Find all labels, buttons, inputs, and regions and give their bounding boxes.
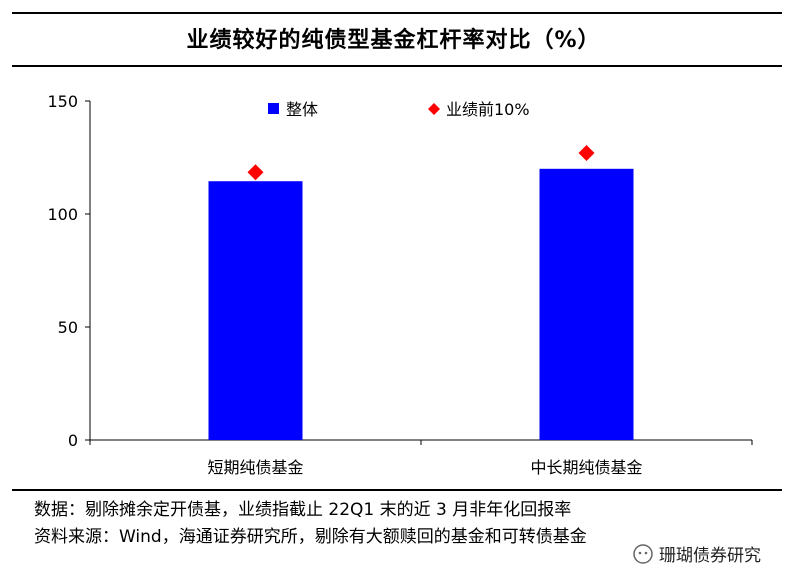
legend-label: 整体 — [286, 100, 318, 119]
x-ticks: 短期纯债基金 中长期纯债基金 — [89, 440, 753, 477]
y-axis: 0 50 100 150 — [47, 92, 91, 450]
bars — [208, 168, 634, 441]
markers — [247, 144, 595, 181]
y-tick-label: 50 — [58, 318, 78, 337]
legend: 整体 业绩前10% — [268, 100, 530, 119]
footer-rule — [12, 489, 782, 491]
legend-label: 业绩前10% — [446, 100, 530, 119]
chart-title: 业绩较好的纯债型基金杠杆率对比（%） — [186, 28, 601, 53]
legend-swatch-diamond — [428, 103, 440, 115]
y-ticks: 0 50 100 150 — [47, 92, 90, 450]
bar-chart: 0 50 100 150 短期纯债基金 中长期纯债基金 整体 业绩前10% — [47, 92, 753, 477]
marker-diamond — [578, 144, 595, 161]
data-note: 数据：剔除摊余定开债基，业绩指截止 22Q1 末的近 3 月非年化回报率 — [34, 500, 572, 520]
bar — [539, 168, 634, 441]
y-tick-label: 0 — [68, 431, 78, 450]
y-tick-label: 100 — [47, 205, 78, 224]
legend-swatch-bar — [268, 103, 279, 114]
title-underline — [12, 65, 782, 67]
x-tick-label: 中长期纯债基金 — [530, 458, 642, 477]
bar — [208, 181, 303, 441]
top-rule — [12, 12, 782, 14]
watermark: 珊瑚债券研究 — [631, 541, 763, 566]
watermark-text: 珊瑚债券研究 — [659, 546, 761, 566]
x-tick-label: 短期纯债基金 — [207, 458, 303, 477]
wechat-icon — [633, 543, 653, 564]
y-tick-label: 150 — [47, 92, 78, 111]
x-axis: 短期纯债基金 中长期纯债基金 — [89, 439, 753, 477]
source-note: 资料来源：Wind，海通证券研究所，剔除有大额赎回的基金和可转债基金 — [34, 527, 587, 547]
marker-diamond — [247, 164, 264, 181]
